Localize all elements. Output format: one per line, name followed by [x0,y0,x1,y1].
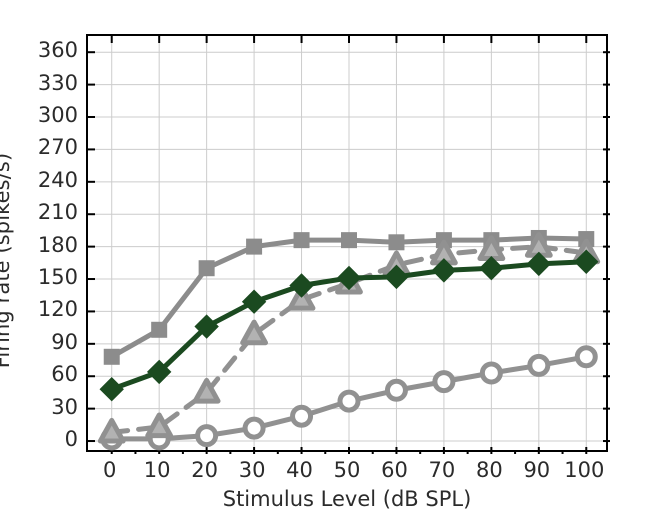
data-point-circle [384,378,408,402]
data-point-circle [432,370,456,394]
data-point-triangle [97,417,126,444]
y-tick-label: 180 [37,232,78,257]
x-tick-label: 60 [381,458,408,482]
data-point-diamond [384,264,409,290]
data-series-layer [97,229,601,451]
data-point-square [103,348,120,365]
series-dark-green-diamonds [99,249,599,402]
data-point-diamond [574,249,599,274]
y-tick-label: 150 [37,265,78,290]
y-tick-label: 0 [64,427,78,452]
x-tick-label: 40 [286,458,313,482]
data-point-diamond [99,376,124,402]
y-tick-label: 360 [37,38,78,63]
data-point-circle [574,345,598,369]
data-point-circle [290,404,314,428]
y-tick-label: 300 [37,103,78,127]
x-axis-tick-labels: 0 10 20 30 40 50 60 70 80 90 100 [86,458,608,486]
data-point-square [198,260,215,277]
data-point-diamond [289,273,314,298]
x-tick-label: 10 [143,458,171,482]
data-point-diamond [336,265,362,291]
data-point-square [151,321,168,338]
data-point-square [293,232,310,249]
data-point-square [246,238,263,255]
data-point-circle [479,361,503,385]
data-point-diamond [526,251,552,277]
x-axis-label: Stimulus Level (dB SPL) [222,487,472,511]
data-point-diamond [146,359,172,385]
data-point-circle [195,424,219,448]
data-point-circle [337,389,361,413]
data-point-diamond [431,258,457,283]
y-tick-label: 60 [51,362,78,387]
x-tick-label: 50 [333,458,361,482]
y-tick-label: 90 [51,329,78,354]
data-point-circle [527,353,551,377]
gridlines-layer [88,36,610,454]
data-point-triangle [240,319,268,346]
data-point-diamond [241,289,267,314]
series-gray-open-circles [100,345,598,451]
plot-area [86,34,610,454]
y-tick-label: 30 [51,394,78,419]
data-point-square [388,234,405,251]
y-axis-tick-labels: 0 30 60 90 120 150 180 210 240 270 300 330 360 [0,34,78,452]
series-gray-triangles-dashed [97,232,601,444]
data-point-square [341,232,357,249]
y-tick-label: 120 [37,297,78,322]
x-tick-label: 70 [428,458,456,482]
data-point-diamond [194,314,219,339]
data-point-triangle [192,377,221,404]
data-point-circle [242,416,266,440]
x-tick-label: 80 [475,458,503,482]
series-line-gray-squares [109,235,589,360]
x-tick-label: 30 [238,458,266,482]
series-line-gray-triangles-dashed [109,244,589,435]
y-tick-label: 270 [37,135,78,160]
y-tick-label: 330 [37,70,78,95]
series-gray-squares [103,229,595,365]
x-tick-label: 0 [103,458,117,482]
data-point-diamond [479,256,504,281]
x-tick-label: 20 [191,458,218,482]
y-tick-label: 240 [37,167,78,192]
x-tick-label: 90 [523,458,551,482]
data-point-triangle [287,285,316,311]
y-tick-label: 210 [37,200,78,225]
data-point-triangle [145,412,174,439]
x-tick-label: 100 [564,458,605,482]
